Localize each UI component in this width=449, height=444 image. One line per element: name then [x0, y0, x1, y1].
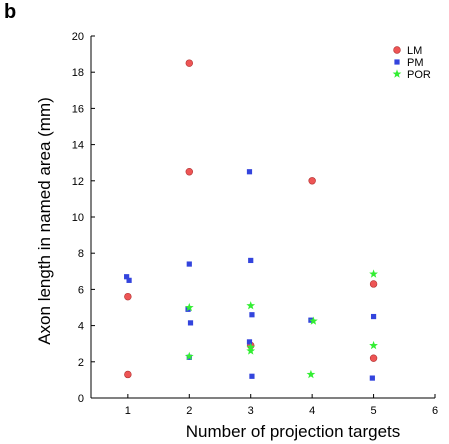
data-point-por [184, 351, 194, 361]
data-point-pm [187, 320, 194, 326]
data-point-pm [369, 375, 375, 381]
data-point-lm [124, 292, 132, 301]
y-tick-label: 20 [72, 31, 84, 43]
legend-label-por: POR [407, 69, 431, 81]
legend-label-pm: PM [407, 57, 424, 69]
data-point-lm [369, 280, 378, 288]
x-tick-label: 6 [432, 405, 438, 417]
data-point-por [369, 340, 378, 350]
data-point-pm [124, 274, 130, 280]
data-point-pm [249, 312, 255, 318]
y-tick-label: 8 [78, 248, 84, 260]
legend-marker-por [392, 69, 402, 78]
y-tick-label: 18 [72, 67, 84, 79]
data-point-por [184, 302, 194, 312]
x-tick-label: 3 [248, 405, 254, 417]
data-point-por [246, 346, 256, 355]
data-point-lm [124, 370, 132, 379]
data-marks [124, 59, 378, 381]
y-tick-label: 4 [78, 321, 84, 333]
data-point-lm [369, 354, 378, 362]
data-point-pm [246, 169, 253, 175]
y-tick-label: 12 [72, 176, 84, 188]
data-point-lm [185, 59, 193, 67]
series-por [184, 269, 378, 379]
data-point-lm [308, 177, 316, 185]
x-tick-label: 5 [371, 405, 377, 417]
y-tick-label: 16 [72, 103, 84, 115]
y-tick-label: 2 [78, 357, 84, 369]
series-lm [124, 59, 378, 379]
data-point-pm [246, 339, 253, 345]
y-tick-label: 0 [78, 393, 84, 405]
y-tick-label: 10 [72, 212, 84, 224]
legend-marker-pm [394, 59, 400, 65]
y-tick-label: 6 [78, 284, 84, 296]
x-tick-label: 1 [125, 405, 131, 417]
data-point-por [246, 301, 256, 310]
data-point-pm [126, 277, 132, 283]
y-tick-label: 14 [72, 140, 84, 152]
data-point-por [309, 316, 318, 325]
data-point-por [369, 269, 378, 278]
x-tick-label: 2 [186, 405, 192, 417]
data-point-pm [370, 313, 377, 320]
legend-label-lm: LM [407, 45, 422, 57]
y-axis-label: Axon length in named area (mm) [35, 97, 54, 345]
data-point-lm [185, 168, 193, 176]
data-point-pm [186, 261, 192, 267]
data-point-pm [248, 257, 254, 264]
data-point-pm [249, 373, 255, 379]
data-point-por [306, 369, 316, 379]
panel-label: b [4, 1, 17, 23]
x-axis-label: Number of projection targets [186, 422, 401, 441]
legend-marker-lm [393, 46, 401, 54]
x-tick-label: 4 [309, 405, 315, 417]
